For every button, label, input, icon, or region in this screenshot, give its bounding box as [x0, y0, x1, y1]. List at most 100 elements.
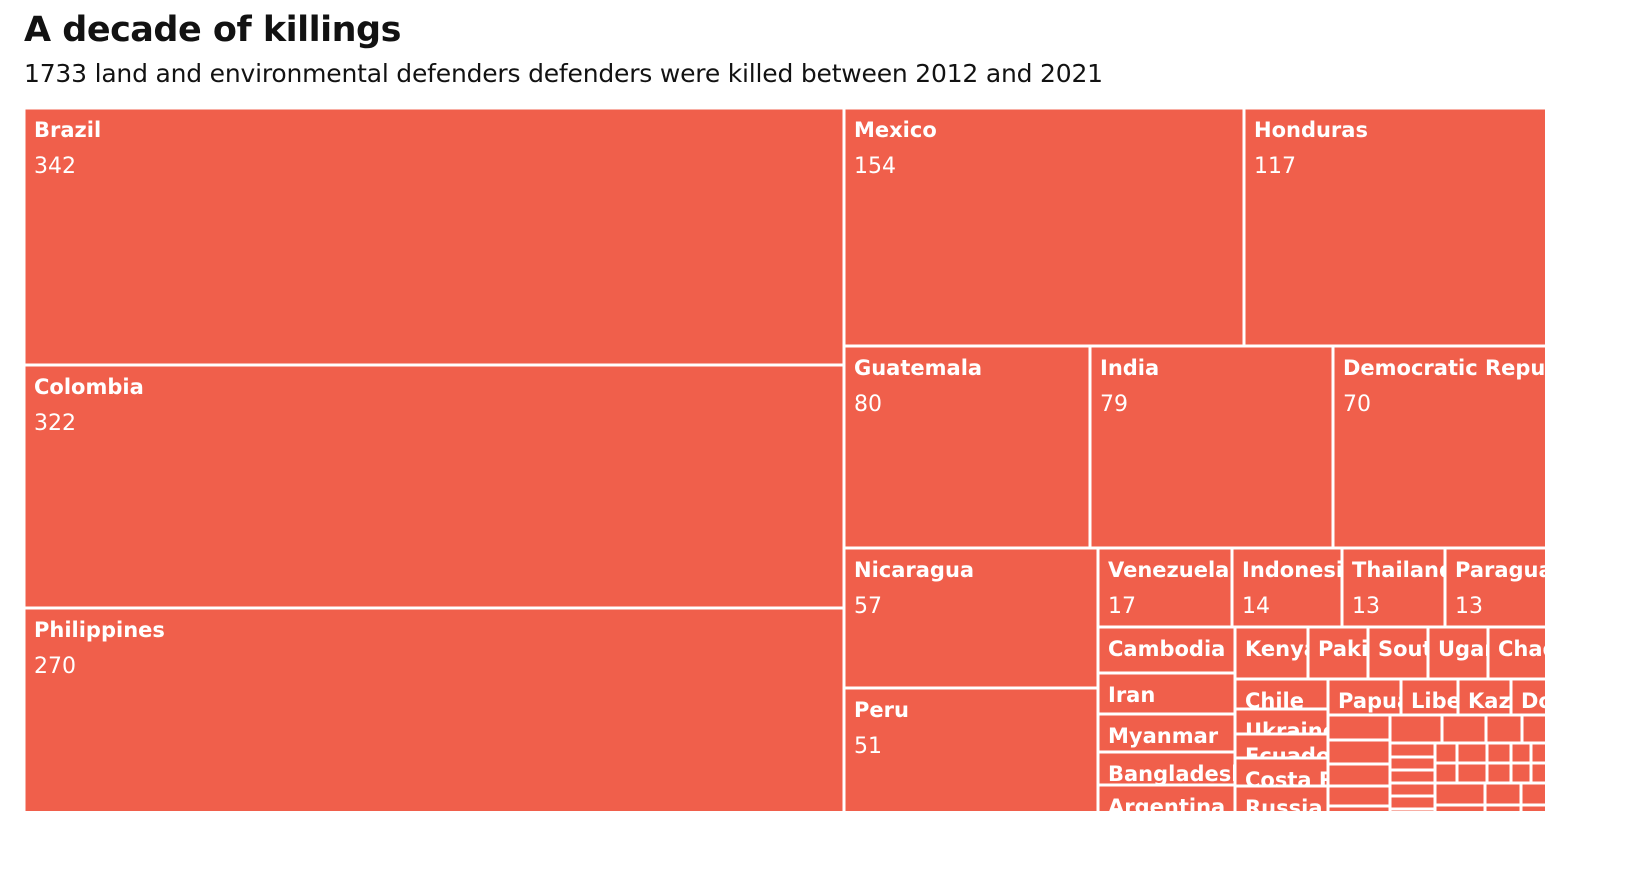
- cell-india[interactable]: India 79: [1088, 344, 1335, 550]
- cell-unlabeled-11-rect[interactable]: [1388, 755, 1437, 772]
- cell-myanmar[interactable]: Myanmar: [1096, 712, 1237, 754]
- cell-indonesia-rect[interactable]: [1230, 546, 1344, 629]
- cell-pakis[interactable]: Pakis: [1306, 625, 1381, 681]
- cell-unlabeled-6[interactable]: [1388, 713, 1444, 745]
- cell-unlabeled-30-rect[interactable]: [1483, 803, 1523, 828]
- cell-thailand[interactable]: Thailand 13: [1340, 546, 1454, 629]
- cell-kenya[interactable]: Kenya: [1233, 625, 1318, 681]
- cell-unlabeled-18-rect[interactable]: [1485, 741, 1513, 765]
- cell-colombia-rect[interactable]: [24, 363, 846, 610]
- cell-unlabeled-7[interactable]: [1440, 713, 1488, 745]
- cell-do[interactable]: Do: [1509, 677, 1564, 717]
- cell-unlabeled-27[interactable]: [1483, 781, 1523, 807]
- cell-unlabeled-22[interactable]: [1455, 761, 1489, 785]
- cell-unlabeled-14-rect[interactable]: [1388, 794, 1437, 811]
- cell-sout-rect[interactable]: [1366, 625, 1430, 681]
- cell-democratic-republi-rect[interactable]: [1331, 344, 1564, 550]
- cell-chad[interactable]: Chad: [1486, 625, 1564, 681]
- cell-ecuador-rect[interactable]: [1233, 732, 1330, 760]
- cell-unlabeled-13[interactable]: [1388, 781, 1437, 798]
- cell-philippines[interactable]: Philippines 270: [24, 606, 846, 828]
- cell-unlabeled-20-rect[interactable]: [1529, 741, 1564, 765]
- cell-colombia[interactable]: Colombia 322: [24, 363, 846, 610]
- cell-unlabeled-3[interactable]: [1326, 762, 1392, 788]
- cell-unlabeled-31-rect[interactable]: [1519, 803, 1564, 828]
- cell-unlabeled-4[interactable]: [1326, 784, 1392, 808]
- cell-brazil-rect[interactable]: [24, 108, 846, 367]
- cell-unlabeled-24-rect[interactable]: [1509, 761, 1533, 785]
- cell-unlabeled-25-rect[interactable]: [1529, 761, 1564, 785]
- cell-nicaragua[interactable]: Nicaragua 57: [842, 546, 1100, 690]
- cell-unlabeled-25[interactable]: [1529, 761, 1564, 785]
- cell-unlabeled-17[interactable]: [1455, 741, 1489, 765]
- cell-unlabeled-19[interactable]: [1509, 741, 1533, 765]
- cell-unlabeled-10-rect[interactable]: [1388, 741, 1437, 759]
- cell-argentina-rect[interactable]: [1096, 783, 1237, 828]
- cell-unlabeled-18[interactable]: [1485, 741, 1513, 765]
- cell-honduras[interactable]: Honduras 117: [1242, 108, 1564, 348]
- cell-unlabeled-16[interactable]: [1433, 741, 1459, 765]
- cell-unlabeled-4-rect[interactable]: [1326, 784, 1392, 808]
- cell-unlabeled-24[interactable]: [1509, 761, 1533, 785]
- cell-unlabeled-14[interactable]: [1388, 794, 1437, 811]
- cell-unlabeled-7-rect[interactable]: [1440, 713, 1488, 745]
- cell-unlabeled-21-rect[interactable]: [1433, 761, 1459, 785]
- cell-unlabeled-27-rect[interactable]: [1483, 781, 1523, 807]
- cell-unlabeled-23[interactable]: [1485, 761, 1513, 785]
- cell-cambodia-rect[interactable]: [1096, 625, 1237, 675]
- cell-philippines-rect[interactable]: [24, 606, 846, 828]
- cell-unlabeled-26-rect[interactable]: [1433, 781, 1487, 807]
- cell-do-rect[interactable]: [1509, 677, 1564, 717]
- cell-unlabeled-26[interactable]: [1433, 781, 1487, 807]
- cell-paraguay[interactable]: Paraguay 13: [1443, 546, 1566, 629]
- cell-costa-r[interactable]: Costa R: [1233, 756, 1335, 792]
- cell-unlabeled-1[interactable]: [1326, 713, 1392, 742]
- cell-iran[interactable]: Iran: [1096, 671, 1237, 716]
- cell-unlabeled-9[interactable]: [1520, 713, 1564, 745]
- cell-unlabeled-21[interactable]: [1433, 761, 1459, 785]
- cell-unlabeled-17-rect[interactable]: [1455, 741, 1489, 765]
- cell-costa-r-rect[interactable]: [1233, 756, 1330, 788]
- cell-unlabeled-16-rect[interactable]: [1433, 741, 1459, 765]
- cell-libe[interactable]: Libe: [1399, 677, 1461, 717]
- cell-russia[interactable]: Russia: [1233, 784, 1330, 828]
- cell-unlabeled-15-rect[interactable]: [1388, 807, 1437, 828]
- cell-brazil[interactable]: Brazil 342: [24, 108, 846, 367]
- cell-unlabeled-12-rect[interactable]: [1388, 768, 1437, 785]
- cell-unlabeled-29[interactable]: [1433, 803, 1487, 828]
- cell-papua[interactable]: Papua: [1326, 677, 1411, 717]
- cell-unlabeled-23-rect[interactable]: [1485, 761, 1513, 785]
- cell-venezuela[interactable]: Venezuela 17: [1096, 546, 1234, 629]
- cell-unlabeled-12[interactable]: [1388, 768, 1437, 785]
- cell-unlabeled-1-rect[interactable]: [1326, 713, 1392, 742]
- cell-mexico[interactable]: Mexico 154: [842, 108, 1246, 348]
- cell-unlabeled-9-rect[interactable]: [1520, 713, 1564, 745]
- cell-guatemala[interactable]: Guatemala 80: [842, 344, 1092, 550]
- cell-mexico-rect[interactable]: [842, 108, 1246, 348]
- cell-argentina[interactable]: Argentina: [1096, 783, 1237, 828]
- cell-indonesia[interactable]: Indonesia 14: [1230, 546, 1357, 629]
- cell-ecuador[interactable]: Ecuador: [1233, 732, 1341, 768]
- cell-unlabeled-22-rect[interactable]: [1455, 761, 1489, 785]
- cell-bangladesh[interactable]: Bangladesh: [1096, 750, 1246, 787]
- cell-unlabeled-19-rect[interactable]: [1509, 741, 1533, 765]
- cell-peru[interactable]: Peru 51: [842, 686, 1100, 828]
- cell-unlabeled-10[interactable]: [1388, 741, 1437, 759]
- cell-unlabeled-30[interactable]: [1483, 803, 1523, 828]
- cell-unlabeled-15[interactable]: [1388, 807, 1437, 828]
- cell-unlabeled-2-rect[interactable]: [1326, 738, 1392, 766]
- cell-unlabeled-13-rect[interactable]: [1388, 781, 1437, 798]
- cell-unlabeled-8[interactable]: [1484, 713, 1524, 745]
- cell-unlabeled-31[interactable]: [1519, 803, 1564, 828]
- cell-democratic-republi[interactable]: Democratic Republi 70: [1331, 344, 1575, 550]
- cell-unlabeled-6-rect[interactable]: [1388, 713, 1444, 745]
- cell-unlabeled-3-rect[interactable]: [1326, 762, 1392, 788]
- cell-unlabeled-8-rect[interactable]: [1484, 713, 1524, 745]
- cell-unlabeled-5-rect[interactable]: [1326, 804, 1392, 828]
- cell-unlabeled-20[interactable]: [1529, 741, 1564, 765]
- cell-unlabeled-28-rect[interactable]: [1519, 781, 1564, 807]
- cell-unlabeled-5[interactable]: [1326, 804, 1392, 828]
- cell-libe-rect[interactable]: [1399, 677, 1460, 717]
- cell-paraguay-rect[interactable]: [1443, 546, 1564, 629]
- cell-pakis-rect[interactable]: [1306, 625, 1370, 681]
